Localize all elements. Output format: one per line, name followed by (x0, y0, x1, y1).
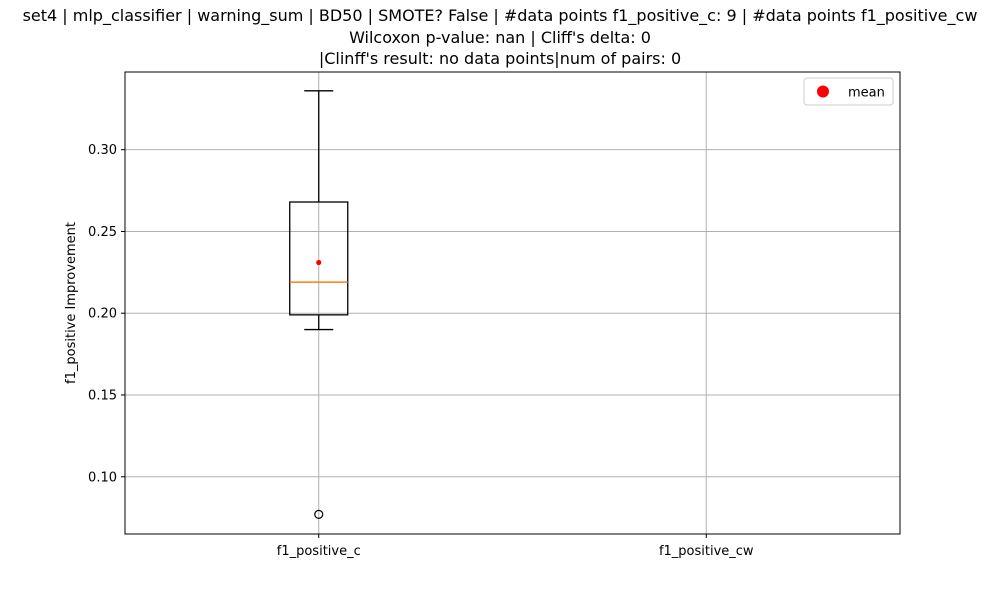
y-tick-label: 0.30 (88, 143, 117, 158)
y-tick-label: 0.20 (88, 307, 117, 322)
y-tick-label: 0.10 (88, 470, 117, 485)
chart-title-line-3: |Clinff's result: no data points|num of … (318, 49, 682, 68)
chart-title-line-2: Wilcoxon p-value: nan | Cliff's delta: 0 (349, 28, 651, 47)
legend-mean-label: mean (848, 86, 885, 101)
grid-lines (125, 72, 900, 534)
chart-title-line-1: set4 | mlp_classifier | warning_sum | BD… (22, 6, 978, 25)
mean-marker (316, 259, 322, 266)
box-iqr (289, 201, 349, 316)
y-tick-label: 0.25 (88, 225, 117, 240)
axes: 0.10 0.15 0.20 0.25 0.30 f1_positive_c f1_posi… (88, 143, 754, 559)
outlier-point (314, 509, 324, 519)
y-axis-label: f1_positive Improvement (64, 222, 79, 384)
y-tick-label: 0.15 (88, 388, 117, 403)
plot-area-frame (124, 71, 901, 535)
x-tick-label: f1_positive_c (277, 544, 361, 559)
plot-marks (289, 90, 349, 519)
legend-mean-marker (817, 85, 829, 98)
legend: mean (803, 77, 894, 106)
legend-box (803, 77, 894, 106)
x-tick-label: f1_positive_cw (659, 544, 754, 559)
